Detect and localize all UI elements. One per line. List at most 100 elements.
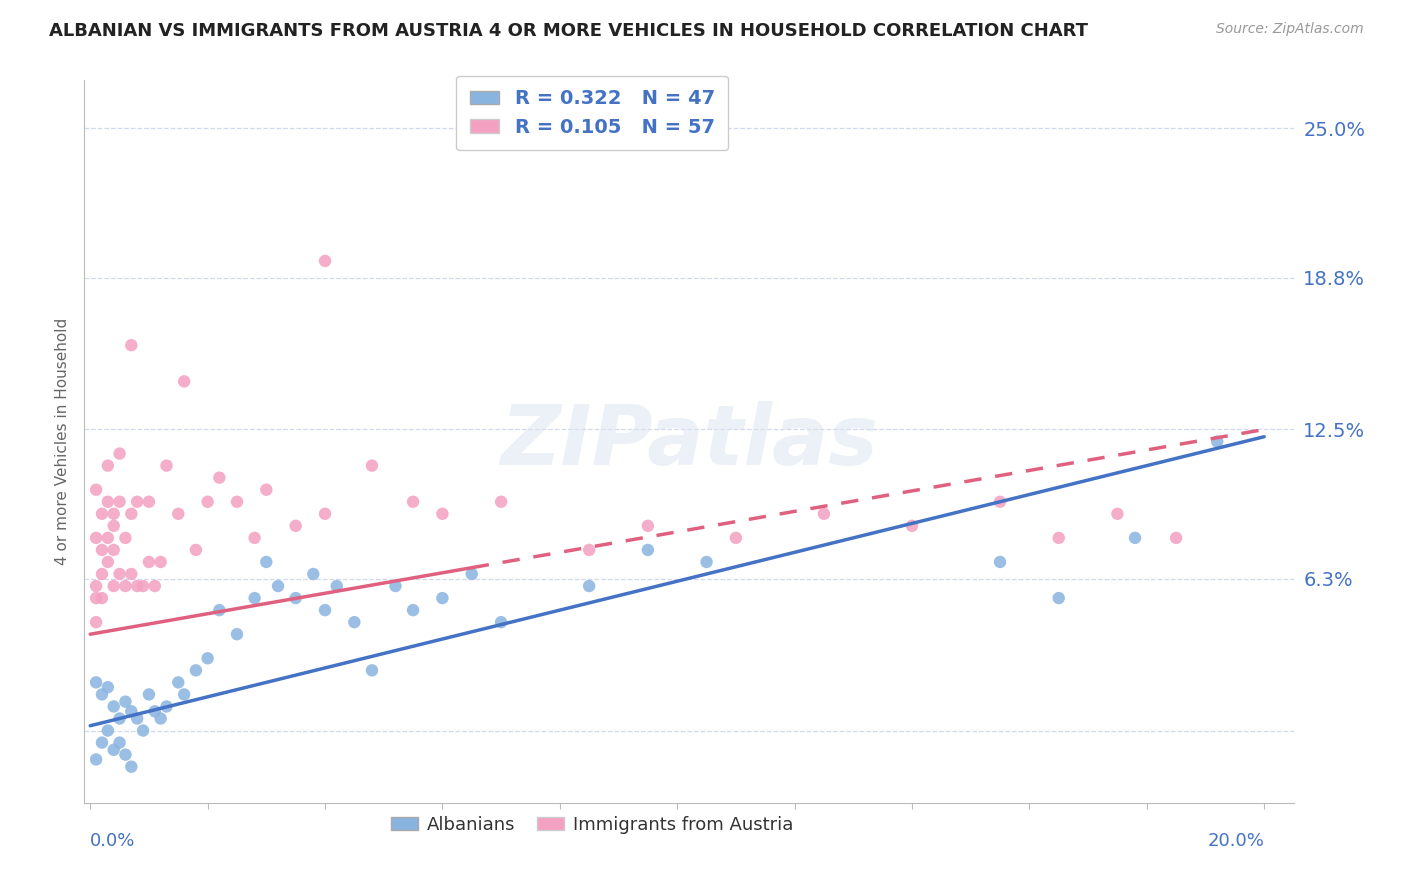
Point xyxy=(143,704,166,718)
Point xyxy=(97,723,120,738)
Point xyxy=(637,542,659,557)
Point xyxy=(988,555,1011,569)
Text: ALBANIAN VS IMMIGRANTS FROM AUSTRIA 4 OR MORE VEHICLES IN HOUSEHOLD CORRELATION : ALBANIAN VS IMMIGRANTS FROM AUSTRIA 4 OR… xyxy=(49,22,1088,40)
Point xyxy=(103,542,125,557)
Point xyxy=(103,579,125,593)
Point xyxy=(120,704,142,718)
Point xyxy=(1047,531,1070,545)
Point xyxy=(108,735,131,749)
Point xyxy=(254,483,277,497)
Point xyxy=(489,615,512,630)
Point xyxy=(84,675,107,690)
Point xyxy=(97,555,120,569)
Point xyxy=(149,712,172,726)
Point xyxy=(226,627,249,641)
Text: 0.0%: 0.0% xyxy=(90,831,135,850)
Point xyxy=(361,458,384,473)
Point xyxy=(91,567,114,582)
Point xyxy=(197,494,219,508)
Point xyxy=(84,615,107,630)
Point xyxy=(97,680,120,694)
Text: Source: ZipAtlas.com: Source: ZipAtlas.com xyxy=(1216,22,1364,37)
Point xyxy=(243,531,266,545)
Y-axis label: 4 or more Vehicles in Household: 4 or more Vehicles in Household xyxy=(55,318,70,566)
Point xyxy=(314,253,336,268)
Point xyxy=(84,483,107,497)
Point xyxy=(127,579,149,593)
Point xyxy=(91,687,114,701)
Point xyxy=(167,675,190,690)
Point xyxy=(901,518,924,533)
Point xyxy=(284,518,307,533)
Point xyxy=(108,446,131,460)
Point xyxy=(489,494,512,508)
Point xyxy=(243,591,266,606)
Point xyxy=(302,567,325,582)
Point xyxy=(84,579,107,593)
Point xyxy=(143,579,166,593)
Text: ZIPatlas: ZIPatlas xyxy=(501,401,877,482)
Point xyxy=(461,567,484,582)
Point xyxy=(108,494,131,508)
Point xyxy=(120,760,142,774)
Point xyxy=(343,615,366,630)
Point xyxy=(208,471,231,485)
Text: 20.0%: 20.0% xyxy=(1208,831,1264,850)
Point xyxy=(432,591,454,606)
Point xyxy=(1123,531,1146,545)
Point xyxy=(402,494,425,508)
Point xyxy=(97,531,120,545)
Point xyxy=(91,507,114,521)
Point xyxy=(103,518,125,533)
Point xyxy=(114,579,136,593)
Point xyxy=(84,591,107,606)
Point xyxy=(132,723,155,738)
Point xyxy=(103,699,125,714)
Point xyxy=(637,518,659,533)
Point xyxy=(91,735,114,749)
Point xyxy=(114,695,136,709)
Point xyxy=(197,651,219,665)
Point xyxy=(173,687,195,701)
Point xyxy=(284,591,307,606)
Point xyxy=(108,567,131,582)
Point xyxy=(1206,434,1229,449)
Point xyxy=(127,494,149,508)
Point xyxy=(167,507,190,521)
Point xyxy=(127,712,149,726)
Point xyxy=(103,743,125,757)
Point xyxy=(724,531,747,545)
Point xyxy=(120,507,142,521)
Point xyxy=(1107,507,1129,521)
Point xyxy=(114,531,136,545)
Point xyxy=(155,458,177,473)
Point xyxy=(173,375,195,389)
Point xyxy=(226,494,249,508)
Point xyxy=(314,507,336,521)
Point xyxy=(108,712,131,726)
Point xyxy=(1047,591,1070,606)
Point xyxy=(326,579,349,593)
Point xyxy=(149,555,172,569)
Point xyxy=(384,579,406,593)
Point xyxy=(114,747,136,762)
Point xyxy=(103,507,125,521)
Point xyxy=(91,542,114,557)
Point xyxy=(97,494,120,508)
Point xyxy=(155,699,177,714)
Point xyxy=(402,603,425,617)
Point xyxy=(578,579,600,593)
Point xyxy=(578,542,600,557)
Point xyxy=(97,458,120,473)
Point xyxy=(120,567,142,582)
Legend: Albanians, Immigrants from Austria: Albanians, Immigrants from Austria xyxy=(384,808,801,841)
Point xyxy=(1166,531,1188,545)
Point xyxy=(314,603,336,617)
Point xyxy=(184,542,207,557)
Point xyxy=(120,338,142,352)
Point xyxy=(361,664,384,678)
Point xyxy=(84,531,107,545)
Point xyxy=(988,494,1011,508)
Point xyxy=(138,555,160,569)
Point xyxy=(813,507,835,521)
